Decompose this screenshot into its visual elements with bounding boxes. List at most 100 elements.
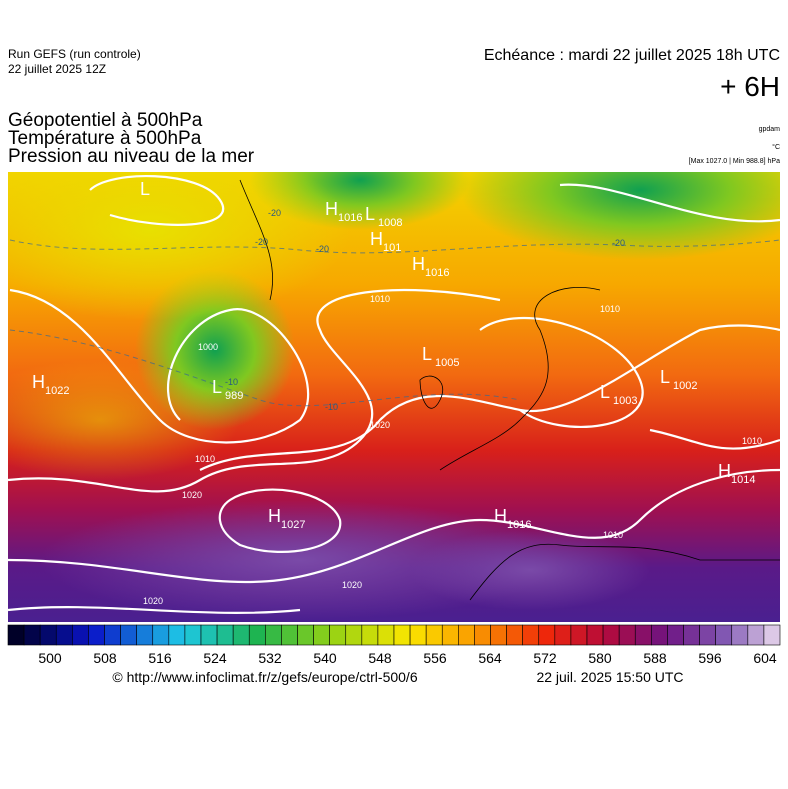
center-value: 1016 xyxy=(338,212,362,224)
run: Run GEFS (run controle) xyxy=(8,47,141,61)
colorbar-swatch xyxy=(747,624,765,646)
colorbar-swatch xyxy=(667,624,684,646)
center-kind: H xyxy=(494,506,507,526)
isobar-label: 1010 xyxy=(603,530,623,540)
center-kind: L xyxy=(212,377,222,397)
colorbar-swatch xyxy=(715,624,733,646)
center-kind: H xyxy=(370,229,383,249)
temperature-label: -20 xyxy=(255,237,268,247)
center-value: 1005 xyxy=(435,357,459,369)
center-value: 989 xyxy=(225,390,243,402)
echeance: Echéance : mardi 22 juillet 2025 18h UTC xyxy=(484,47,780,64)
center-value: 101 xyxy=(383,242,401,254)
center-value: 1027 xyxy=(281,519,305,531)
colorbar-swatch xyxy=(441,624,459,646)
colorbar-swatch xyxy=(168,624,186,646)
field-name: Pression au niveau de la mer xyxy=(8,146,255,167)
field-name: Température à 500hPa xyxy=(8,128,202,149)
colorbar-swatch xyxy=(136,624,154,646)
colorbar-tick-label: 524 xyxy=(203,650,227,666)
temperature-label: -10 xyxy=(225,377,238,387)
colorbar-tick-label: 604 xyxy=(753,650,777,666)
center-kind: L xyxy=(422,344,432,364)
center-value: 1022 xyxy=(45,385,69,397)
temperature-label: -20 xyxy=(316,244,329,254)
isobar-label: 1010 xyxy=(195,454,215,464)
colorbar-swatch xyxy=(393,624,411,646)
colorbar-swatch xyxy=(458,624,475,646)
unit: °C xyxy=(772,143,780,151)
isobar-label: 1020 xyxy=(143,596,163,606)
colorbar-swatch xyxy=(474,624,491,646)
center-value: 1003 xyxy=(613,395,637,407)
colorbar-swatch xyxy=(651,624,668,646)
colorbar-swatch xyxy=(120,624,137,646)
colorbar-swatch xyxy=(265,624,282,646)
colorbar-tick-label: 516 xyxy=(148,650,172,666)
colorbar-swatch xyxy=(699,624,716,646)
colorbar-swatch xyxy=(586,624,604,646)
colorbar-swatch xyxy=(425,624,443,646)
colorbar-tick-label: 540 xyxy=(313,650,337,666)
center-value: 1014 xyxy=(731,474,755,486)
isobar-label: 1020 xyxy=(342,580,362,590)
timestamp: 22 juil. 2025 15:50 UTC xyxy=(536,669,683,685)
colorbar-swatch xyxy=(618,624,636,646)
field-name: Géopotentiel à 500hPa xyxy=(8,110,203,131)
colorbar-swatch xyxy=(7,624,25,646)
colorbar-swatch xyxy=(634,624,652,646)
colorbar-swatch xyxy=(409,624,427,646)
colorbar-swatch xyxy=(72,624,89,646)
colorbar-tick-label: 556 xyxy=(423,650,447,666)
colorbar-swatch xyxy=(554,624,572,646)
colorbar-tick-label: 596 xyxy=(698,650,722,666)
center-kind: L xyxy=(660,367,670,387)
colorbar-swatch xyxy=(297,624,314,646)
colorbar-swatch xyxy=(522,624,540,646)
colorbar-tick-label: 508 xyxy=(93,650,117,666)
isobar-label: 1020 xyxy=(182,490,202,500)
center-kind: L xyxy=(365,204,375,224)
temperature-label: -20 xyxy=(612,238,625,248)
center-value: 1002 xyxy=(673,380,697,392)
colorbar-swatch xyxy=(88,624,105,646)
colorbar-swatch xyxy=(602,624,620,646)
center-kind: H xyxy=(268,506,281,526)
source: © http://www.infoclimat.fr/z/gefs/europe… xyxy=(112,669,417,685)
colorbar-tick-label: 564 xyxy=(478,650,502,666)
colorbar-tick-label: 588 xyxy=(643,650,667,666)
colorbar-swatch xyxy=(216,624,234,646)
colorbar-swatch xyxy=(55,624,73,646)
isobar-label: 1010 xyxy=(742,436,762,446)
colorbar-swatch xyxy=(232,624,250,646)
center-kind: H xyxy=(32,372,45,392)
colorbar-swatch xyxy=(313,624,330,646)
isobar-label: 1010 xyxy=(370,294,390,304)
colorbar-swatch xyxy=(570,624,588,646)
colorbar-tick-label: 548 xyxy=(368,650,392,666)
isobar-label: 1010 xyxy=(600,304,620,314)
center-kind: L xyxy=(140,179,150,199)
lead-time: + 6H xyxy=(720,71,780,102)
colorbar-swatch xyxy=(329,624,347,646)
center-value: 1016 xyxy=(507,519,531,531)
colorbar-swatch xyxy=(345,624,363,646)
center-kind: H xyxy=(718,461,731,481)
colorbar-swatch xyxy=(104,624,121,646)
colorbar-swatch xyxy=(731,624,749,646)
isobar-label: 1000 xyxy=(198,342,218,352)
colorbar-swatch xyxy=(490,624,507,646)
colorbar-swatch xyxy=(248,624,266,646)
colorbar-swatch xyxy=(361,624,379,646)
run-date: 22 juillet 2025 12Z xyxy=(8,62,106,76)
center-value: 1016 xyxy=(425,267,449,279)
colorbar-tick-label: 532 xyxy=(258,650,282,666)
unit: gpdam xyxy=(759,126,781,133)
isobar-label: 1020 xyxy=(370,420,390,430)
colorbar: 500 508 516 524 532 540 548 556 564 572 580 588 596 6… xyxy=(7,624,781,666)
colorbar-swatch xyxy=(538,624,556,646)
center-kind: H xyxy=(412,254,425,274)
